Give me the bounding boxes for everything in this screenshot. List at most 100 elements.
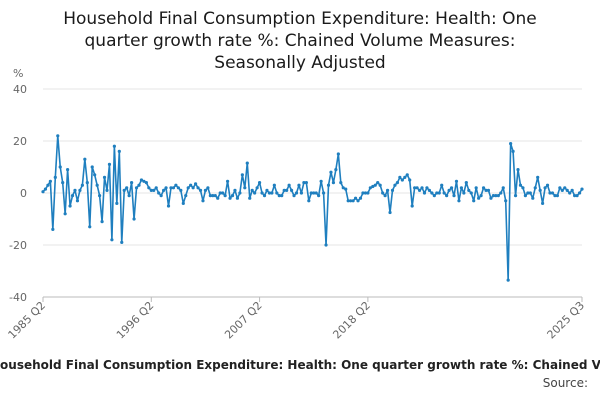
data-point [102,175,107,179]
data-point [319,179,323,183]
data-point [363,191,368,195]
data-point [85,181,89,185]
data-point [371,184,375,189]
data-point [176,186,180,190]
data-point [307,199,311,203]
data-point [398,175,402,179]
data-point [58,165,62,169]
data-point [260,191,264,195]
data-point [157,191,161,195]
data-point [410,204,414,208]
data-point [430,191,434,195]
data-point [400,178,404,182]
data-point [454,179,459,183]
data-point [484,188,488,192]
data-point [329,170,333,174]
data-point [388,210,392,215]
data-point [326,183,331,187]
data-point [533,186,537,190]
data-point [43,187,48,191]
x-tick-label: 2018 Q2 [330,299,373,342]
data-point [545,183,550,187]
data-point [240,173,244,177]
y-axis-label: % [13,67,23,80]
data-point [321,191,326,195]
data-point [270,191,274,195]
data-point [218,191,222,195]
data-point [216,196,220,200]
data-point [457,199,461,203]
data-point [479,194,483,198]
y-tick-label: -40 [9,291,27,304]
data-point [196,186,200,190]
data-point [356,199,360,203]
data-point [415,186,419,190]
data-point [317,194,321,198]
data-point [516,168,520,172]
data-point [312,191,316,195]
data-point [555,194,559,198]
data-point [405,173,409,177]
data-point [238,191,242,195]
data-point [526,191,530,195]
data-point [459,186,463,190]
data-point [309,191,313,195]
data-point [174,183,178,187]
data-point [149,188,153,192]
data-point [80,183,84,187]
data-point [294,191,299,195]
data-point [513,194,518,198]
data-point [403,175,407,179]
data-point [496,194,500,198]
data-point [120,240,124,244]
data-point [203,188,208,192]
data-point [344,187,348,191]
data-point [494,194,498,198]
data-point [78,188,82,192]
data-point [452,194,456,198]
data-point [550,191,555,195]
data-point [393,183,397,187]
data-point [541,201,545,205]
data-point [68,204,72,208]
data-point [277,194,281,198]
data-point [445,194,449,198]
data-point [75,199,80,203]
data-point [144,181,148,185]
data-point [366,191,370,195]
data-point [417,188,422,192]
data-point [193,182,198,186]
data-point [117,149,121,153]
data-point [243,186,247,190]
data-point [573,194,577,198]
data-point [523,194,527,198]
data-point [169,186,173,190]
data-point [314,191,318,195]
data-point [73,188,77,192]
data-point [255,186,259,190]
data-point [95,183,99,187]
data-point [213,194,217,198]
data-point [171,186,176,190]
data-point [390,188,395,192]
data-point [287,183,291,187]
data-point [580,187,584,191]
data-point [166,204,171,208]
x-tick-label: 2007 Q2 [222,299,265,342]
data-point [336,152,340,156]
data-point [346,199,350,203]
data-point [93,173,97,177]
data-point [98,194,102,198]
data-point [543,186,547,190]
data-point [184,194,188,198]
data-point [422,191,427,195]
data-point [221,191,225,195]
data-point [538,188,542,192]
data-point [548,191,552,195]
data-point [447,188,451,192]
data-point [486,188,491,192]
data-point [179,188,183,192]
y-tick-label: 20 [13,135,27,148]
data-point [56,134,60,138]
x-tick-label: 1996 Q2 [114,299,157,342]
